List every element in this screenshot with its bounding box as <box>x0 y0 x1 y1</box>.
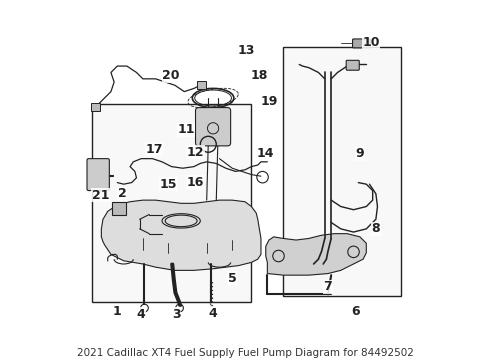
Bar <box>283 47 401 296</box>
Text: 15: 15 <box>160 178 177 191</box>
Text: 2021 Cadillac XT4 Fuel Supply Fuel Pump Diagram for 84492502: 2021 Cadillac XT4 Fuel Supply Fuel Pump … <box>76 348 414 358</box>
FancyBboxPatch shape <box>346 60 359 70</box>
Text: 10: 10 <box>362 36 380 49</box>
Bar <box>92 104 251 302</box>
FancyBboxPatch shape <box>353 39 370 48</box>
Text: 7: 7 <box>323 280 332 293</box>
Text: 13: 13 <box>238 44 255 57</box>
FancyBboxPatch shape <box>112 202 126 215</box>
Text: 12: 12 <box>187 146 204 159</box>
Text: 16: 16 <box>187 176 204 189</box>
Polygon shape <box>101 200 261 270</box>
Text: 4: 4 <box>209 307 218 320</box>
Text: 21: 21 <box>92 189 109 202</box>
Text: 14: 14 <box>257 147 274 160</box>
Text: 11: 11 <box>177 123 195 136</box>
Text: 6: 6 <box>351 305 360 318</box>
FancyBboxPatch shape <box>87 159 109 190</box>
Text: 4: 4 <box>137 308 146 321</box>
Text: 5: 5 <box>228 272 237 285</box>
Text: 3: 3 <box>172 308 181 321</box>
FancyBboxPatch shape <box>91 103 100 111</box>
Text: 17: 17 <box>145 143 163 156</box>
Text: 8: 8 <box>371 222 380 235</box>
Text: 9: 9 <box>356 147 364 160</box>
FancyBboxPatch shape <box>196 108 231 146</box>
FancyBboxPatch shape <box>197 81 206 89</box>
Text: 20: 20 <box>162 69 180 82</box>
Polygon shape <box>266 234 367 275</box>
Text: 2: 2 <box>118 187 126 200</box>
Text: 18: 18 <box>251 69 268 82</box>
Text: 19: 19 <box>260 95 278 108</box>
Text: 1: 1 <box>113 305 122 318</box>
